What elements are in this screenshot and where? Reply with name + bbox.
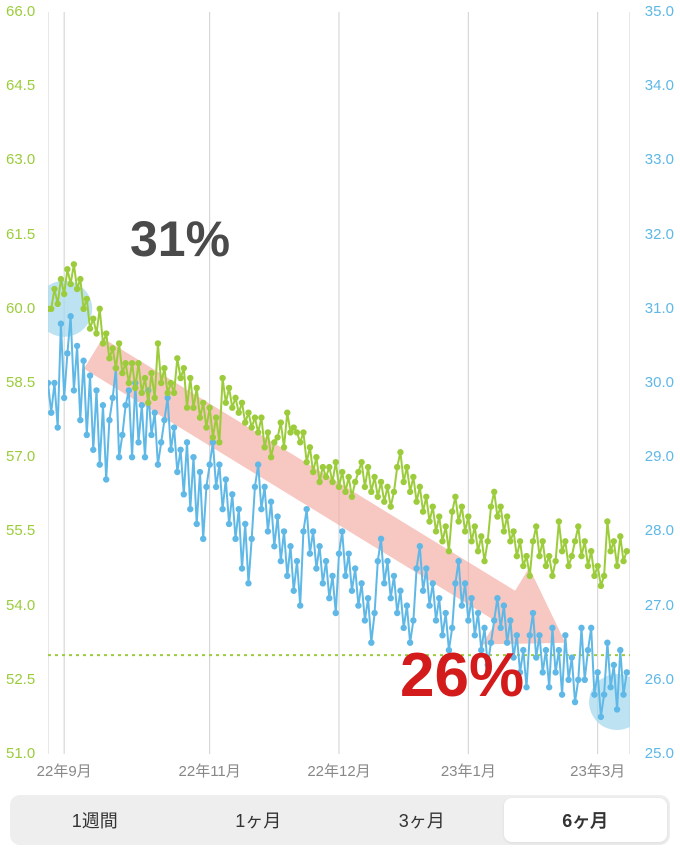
y-right-tick: 26.0 xyxy=(645,671,674,688)
y-left-tick: 54.0 xyxy=(6,597,35,614)
y-right-tick: 27.0 xyxy=(645,597,674,614)
y-left-tick: 64.5 xyxy=(6,77,35,94)
seg-1week[interactable]: 1週間 xyxy=(13,798,177,842)
seg-1month[interactable]: 1ヶ月 xyxy=(177,798,341,842)
x-tick: 22年12月 xyxy=(307,760,370,781)
x-tick: 23年1月 xyxy=(441,760,496,781)
x-tick: 22年11月 xyxy=(179,760,241,781)
y-left-tick: 63.0 xyxy=(6,151,35,168)
y-left-tick: 57.0 xyxy=(6,448,35,465)
annotation-start-percent: 31% xyxy=(130,210,230,268)
y-left-tick: 66.0 xyxy=(6,3,35,20)
y-right-tick: 29.0 xyxy=(645,448,674,465)
y-left-tick: 51.0 xyxy=(6,745,35,762)
y-right-tick: 31.0 xyxy=(645,300,674,317)
chart-area: 51.0 52.5 54.0 55.5 57.0 58.5 60.0 61.5 63.0 64.5… xyxy=(0,0,680,790)
y-right-tick: 32.0 xyxy=(645,226,674,243)
y-left-tick: 55.5 xyxy=(6,522,35,539)
y-left-tick: 58.5 xyxy=(6,374,35,391)
y-left-tick: 52.5 xyxy=(6,671,35,688)
x-tick: 23年3月 xyxy=(570,760,625,781)
seg-3month[interactable]: 3ヶ月 xyxy=(340,798,504,842)
y-right-tick: 35.0 xyxy=(645,3,674,20)
y-left-tick: 60.0 xyxy=(6,300,35,317)
time-range-segmented-control[interactable]: 1週間 1ヶ月 3ヶ月 6ヶ月 xyxy=(10,795,670,845)
seg-6month[interactable]: 6ヶ月 xyxy=(504,798,668,842)
y-left-tick: 61.5 xyxy=(6,226,35,243)
y-right-tick: 30.0 xyxy=(645,374,674,391)
y-right-tick: 25.0 xyxy=(645,745,674,762)
x-tick: 22年9月 xyxy=(37,760,92,781)
y-right-tick: 34.0 xyxy=(645,77,674,94)
y-right-tick: 28.0 xyxy=(645,522,674,539)
annotation-end-percent: 26% xyxy=(400,640,524,711)
chart-container: 51.0 52.5 54.0 55.5 57.0 58.5 60.0 61.5 63.0 64.5… xyxy=(0,0,680,855)
y-right-tick: 33.0 xyxy=(645,151,674,168)
plot-svg xyxy=(48,12,630,754)
